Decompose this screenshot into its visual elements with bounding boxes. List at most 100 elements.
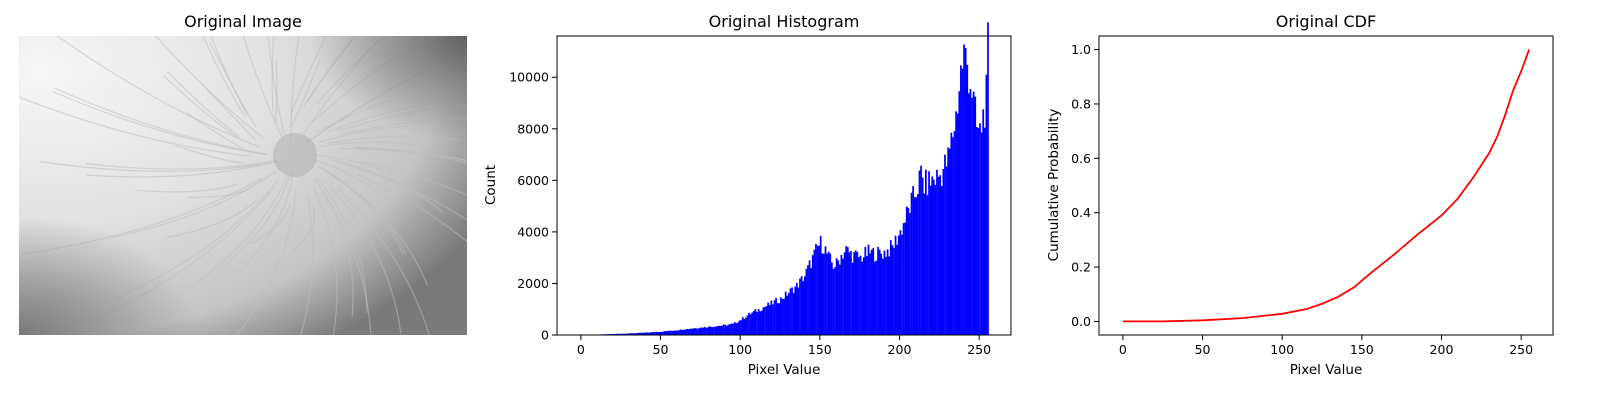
histogram-bar [936, 169, 938, 335]
histogram-bar [641, 332, 644, 335]
histogram-bar [856, 251, 859, 335]
histogram-bar [819, 236, 822, 335]
histogram-bar [805, 268, 808, 335]
histogram-bar [917, 194, 919, 335]
histogram-bar [746, 315, 749, 335]
histogram-bar [658, 332, 661, 335]
y-tick-label: 8000 [517, 121, 549, 136]
histogram-bar [673, 330, 676, 335]
cdf-y-ticks: 0.0 0.2 0.4 0.6 0.8 1.0 [1071, 42, 1099, 329]
image-title: Original Image [184, 12, 302, 31]
histogram-bar [662, 331, 664, 335]
histogram-x-ticks: 0 50 100 150 200 250 [577, 335, 991, 357]
histogram-bar [752, 311, 755, 335]
histogram-bar [697, 328, 699, 335]
histogram-bar [815, 244, 817, 335]
histogram-bar [760, 310, 763, 335]
histogram-bar [716, 326, 719, 335]
histogram-bar [846, 247, 849, 335]
histogram-bar [818, 245, 820, 335]
histogram-y-label: Count [483, 165, 499, 205]
x-tick-label: 50 [653, 342, 669, 357]
histogram-bar [823, 253, 825, 335]
histogram-bar [633, 333, 636, 335]
histogram-bar [643, 332, 645, 335]
histogram-bar [896, 244, 899, 335]
histogram-bar [909, 213, 911, 335]
histogram-bar [885, 256, 887, 335]
histogram-bar [850, 250, 852, 335]
histogram-bar [848, 252, 851, 335]
histogram-bar [619, 333, 621, 335]
histogram-bar [628, 333, 631, 335]
histogram-bar [670, 330, 672, 335]
histogram-bar [840, 254, 843, 335]
histogram-bar [655, 331, 658, 335]
histogram-bar [811, 255, 814, 335]
histogram-bar [765, 306, 768, 335]
histogram-bar [983, 127, 986, 335]
histogram-bar [902, 223, 905, 335]
histogram-bar [979, 123, 981, 335]
histogram-bar [904, 222, 907, 335]
histogram-bar [955, 111, 957, 335]
histogram-bar [808, 260, 811, 335]
histogram-bar [644, 332, 647, 335]
histogram-bar [963, 44, 965, 335]
histogram-bar [741, 317, 744, 335]
histogram-bar [654, 332, 656, 335]
histogram-x-label: Pixel Value [748, 362, 821, 378]
histogram-bar [824, 246, 827, 335]
y-tick-label: 2000 [517, 276, 549, 291]
histogram-bar [727, 324, 730, 335]
histogram-bar [870, 249, 873, 335]
histogram-bar [714, 326, 717, 335]
histogram-bar [932, 179, 935, 335]
histogram-bar [810, 268, 813, 335]
histogram-bar [617, 333, 620, 335]
histogram-bar [620, 333, 623, 335]
histogram-bar [891, 245, 894, 335]
histogram-bar [623, 333, 626, 335]
histogram-bar [690, 328, 693, 335]
histogram-bar [861, 261, 863, 335]
histogram-bar [966, 64, 969, 335]
histogram-bar [821, 253, 824, 335]
histogram-bar [625, 333, 628, 335]
histogram-bar [711, 327, 714, 335]
histogram-bar [737, 322, 739, 335]
histogram-bar [878, 249, 881, 335]
histogram-bar [652, 332, 655, 335]
histogram-bar [686, 328, 688, 335]
histogram-bar [729, 324, 731, 335]
histogram-bar [901, 234, 903, 335]
histogram-bar [920, 165, 922, 335]
x-tick-label: 0 [577, 342, 585, 357]
histogram-bar [678, 330, 680, 335]
histogram-bar [928, 171, 930, 335]
grayscale-flower-image [19, 36, 467, 335]
x-tick-label: 150 [1350, 342, 1374, 357]
histogram-bar [614, 333, 617, 335]
histogram-bar [649, 332, 652, 335]
histogram-bar [776, 303, 779, 335]
histogram-bar [792, 293, 795, 335]
histogram-bar [945, 166, 948, 335]
histogram-bar [924, 169, 927, 335]
histogram-bar [803, 276, 806, 335]
histogram-bar [682, 329, 685, 335]
histogram-bar [948, 148, 951, 335]
histogram-bar [636, 333, 639, 335]
histogram-bar [627, 333, 629, 335]
histogram-bar [874, 261, 876, 335]
histogram-bar [695, 328, 698, 335]
y-tick-label: 0 [541, 328, 549, 343]
histogram-bar [646, 332, 648, 335]
x-tick-label: 150 [808, 342, 832, 357]
histogram-bar [905, 206, 908, 335]
histogram-bar [735, 323, 738, 335]
histogram-bar [858, 257, 860, 335]
histogram-bar [650, 332, 653, 335]
x-tick-label: 200 [1430, 342, 1454, 357]
histogram-bar [832, 268, 835, 335]
